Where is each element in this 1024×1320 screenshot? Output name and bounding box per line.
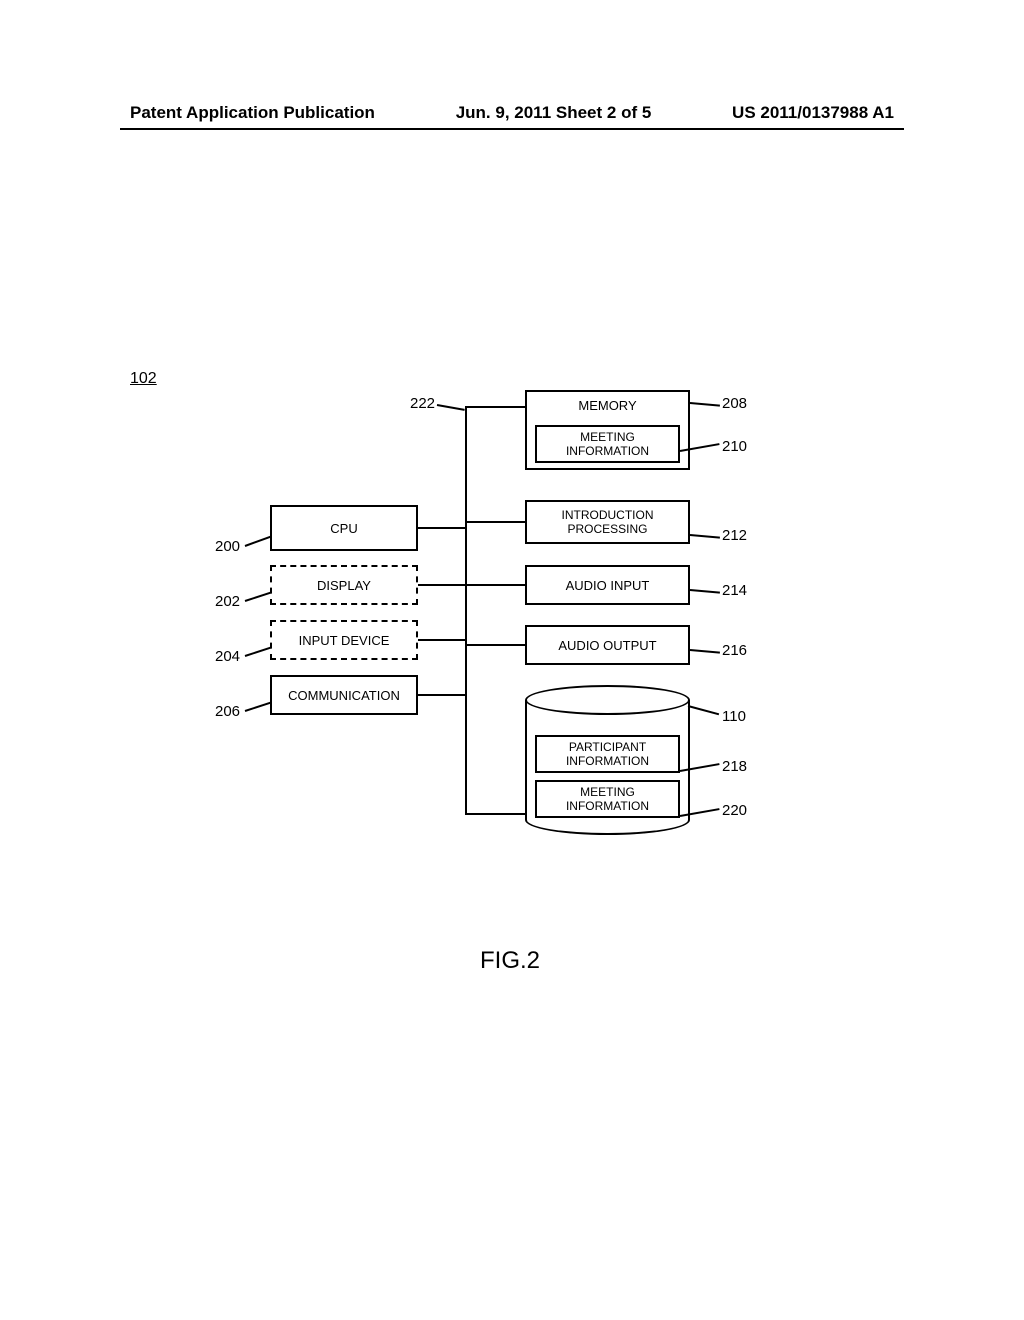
communication-label: COMMUNICATION	[288, 688, 400, 703]
audio-input-label: AUDIO INPUT	[566, 578, 650, 593]
ref-210: 210	[722, 438, 747, 455]
ref-102: 102	[130, 370, 157, 388]
header-left: Patent Application Publication	[130, 103, 375, 123]
cpu-connector	[418, 527, 465, 529]
figure-2-diagram: 102 CPU 200 DISPLAY 202 INPUT DEVICE 204…	[130, 370, 890, 930]
communication-connector	[418, 694, 465, 696]
ref-220: 220	[722, 802, 747, 819]
cpu-label: CPU	[330, 521, 357, 536]
meeting-info-1-label: MEETING INFORMATION	[537, 430, 678, 458]
page-header: Patent Application Publication Jun. 9, 2…	[0, 103, 1024, 123]
meeting-info-1-box: MEETING INFORMATION	[535, 425, 680, 463]
display-label: DISPLAY	[317, 578, 371, 593]
leader-206	[245, 701, 272, 712]
display-connector	[418, 584, 465, 586]
leader-212	[690, 534, 720, 539]
input-device-label: INPUT DEVICE	[299, 633, 390, 648]
header-divider	[120, 128, 904, 130]
audio-input-box: AUDIO INPUT	[525, 565, 690, 605]
cylinder-connector	[467, 813, 525, 815]
bus-vertical	[465, 406, 467, 815]
header-right: US 2011/0137988 A1	[732, 103, 894, 123]
participant-info-label: PARTICIPANT INFORMATION	[537, 740, 678, 768]
participant-info-box: PARTICIPANT INFORMATION	[535, 735, 680, 773]
leader-202	[245, 591, 272, 602]
ref-218: 218	[722, 758, 747, 775]
memory-connector	[467, 406, 525, 408]
header-center: Jun. 9, 2011 Sheet 2 of 5	[456, 103, 652, 123]
ref-206: 206	[215, 703, 240, 720]
ref-204: 204	[215, 648, 240, 665]
audio-input-connector	[467, 584, 525, 586]
meeting-info-2-box: MEETING INFORMATION	[535, 780, 680, 818]
ref-212: 212	[722, 527, 747, 544]
cpu-box: CPU	[270, 505, 418, 551]
figure-label: FIG.2	[480, 947, 540, 975]
leader-208	[690, 402, 720, 407]
ref-208: 208	[722, 395, 747, 412]
audio-output-label: AUDIO OUTPUT	[558, 638, 656, 653]
leader-222	[437, 404, 465, 411]
ref-200: 200	[215, 538, 240, 555]
communication-box: COMMUNICATION	[270, 675, 418, 715]
ref-202: 202	[215, 593, 240, 610]
leader-214	[690, 589, 720, 594]
audio-output-box: AUDIO OUTPUT	[525, 625, 690, 665]
input-device-connector	[418, 639, 465, 641]
intro-proc-label: INTRODUCTION PROCESSING	[527, 508, 688, 536]
intro-proc-connector	[467, 521, 525, 523]
ref-110: 110	[722, 708, 746, 725]
ref-214: 214	[722, 582, 747, 599]
input-device-box: INPUT DEVICE	[270, 620, 418, 660]
meeting-info-2-label: MEETING INFORMATION	[537, 785, 678, 813]
cylinder-top	[525, 685, 690, 715]
memory-label: MEMORY	[578, 398, 636, 413]
audio-output-connector	[467, 644, 525, 646]
leader-200	[245, 535, 272, 546]
display-box: DISPLAY	[270, 565, 418, 605]
leader-204	[245, 646, 272, 657]
leader-110	[688, 705, 719, 715]
ref-222: 222	[410, 395, 435, 412]
ref-216: 216	[722, 642, 747, 659]
intro-proc-box: INTRODUCTION PROCESSING	[525, 500, 690, 544]
leader-216	[690, 649, 720, 654]
